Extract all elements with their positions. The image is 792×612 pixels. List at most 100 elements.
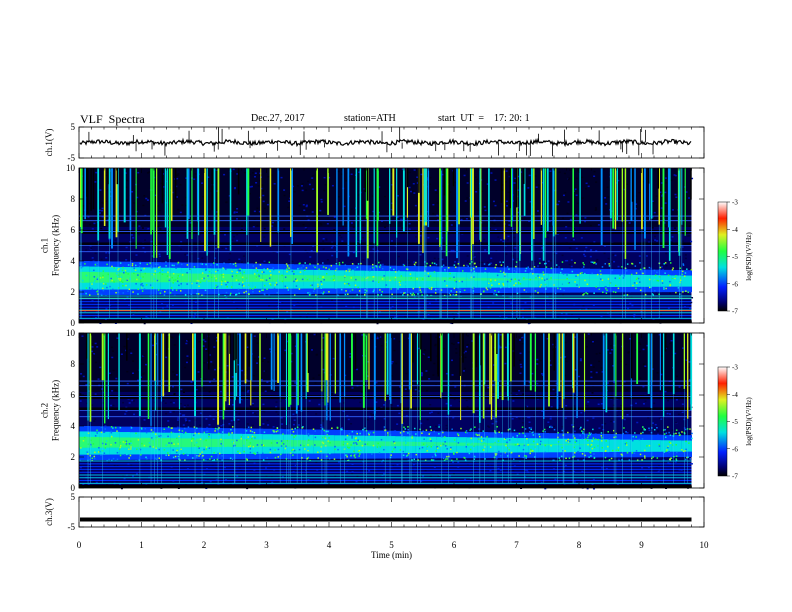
ch2-spectrogram-speckle — [508, 461, 511, 463]
ch2-spectrogram-band-speckle — [518, 455, 520, 457]
ch1-spectrogram-speckle — [595, 208, 598, 211]
ch2-spectrogram-speckle — [499, 334, 502, 336]
ch1-spectrogram-speckle — [576, 202, 579, 205]
ch1-spectrogram-band-speckle — [320, 287, 322, 289]
ch2-spectrogram-speckle — [251, 424, 254, 427]
ch1-spectrogram-speckle — [100, 227, 103, 230]
ch2-spectrogram-speckle — [393, 349, 396, 352]
ch1-spectrogram-speckle — [473, 266, 476, 268]
ch1-spectrogram-band-speckle — [165, 288, 168, 290]
ch1-spectrogram-band-speckle — [222, 276, 225, 278]
ch1-spectrogram-speckle — [125, 259, 128, 261]
ch2-spectrogram-speckle — [438, 424, 441, 426]
ch1-spectrogram-band-speckle — [143, 267, 145, 270]
ch2-spectrogram-band-core — [89, 437, 100, 448]
ch1-spectrogram-band-speckle — [239, 272, 242, 274]
ch2-spectrogram-band-speckle — [470, 437, 473, 440]
ch2-spectrogram-speckle — [586, 487, 589, 490]
ch1-spectrogram-band-speckle — [535, 277, 537, 279]
ch1-spectrogram-speckle — [94, 181, 97, 183]
ch1-spectrogram-band-speckle — [154, 263, 157, 265]
ch2-spectrogram-band-speckle — [172, 456, 175, 459]
ch1-spectrogram-band-speckle — [332, 278, 335, 281]
ch1-spectrogram-band-speckle — [316, 277, 319, 280]
ch1-spectrogram-band-speckle — [203, 283, 205, 286]
ch1-spectrogram-band-speckle — [600, 278, 602, 280]
ch2-spectrogram-speckle — [332, 357, 335, 360]
ch2-spectrogram-band-speckle — [314, 444, 316, 446]
ch1-spectrogram-band-speckle — [375, 265, 378, 268]
ch2-spectrogram-speckle — [372, 414, 375, 416]
ch2-spectrogram-speckle — [293, 419, 296, 421]
ch1-spectrogram-speckle — [330, 247, 333, 249]
ch1-spectrogram-speckle — [566, 259, 569, 262]
ch2-spectrogram-speckle — [421, 373, 424, 375]
ch2-spectrogram-speckle — [210, 361, 213, 363]
ch1-spectrogram-speckle — [594, 209, 597, 211]
ch1-spectrogram-band-speckle — [165, 261, 167, 263]
ch2-spectrogram-speckle — [185, 361, 188, 364]
ch2-spectrogram-speckle — [674, 352, 677, 355]
ch1-spectrogram-speckle — [306, 316, 309, 318]
ch2-spectrogram-band-speckle — [449, 448, 452, 450]
ch2-spectrogram-band-speckle — [157, 452, 160, 455]
ch2-spectrogram-speckle — [267, 424, 270, 426]
ch2-spectrogram-band-speckle — [343, 441, 345, 443]
ch2-spectrogram-speckle — [639, 377, 642, 379]
ch1-spectrogram-speckle — [345, 305, 348, 308]
ch2-spectrogram-speckle — [466, 346, 469, 348]
ch1-spectrogram-speckle — [107, 219, 110, 221]
ch1-waveform-ytick-label: -5 — [68, 153, 76, 163]
ch2-spectrogram-band-speckle — [574, 452, 576, 454]
ch1-spectrogram-band-speckle — [546, 278, 548, 280]
ch1-spectrogram-band-speckle — [435, 263, 438, 266]
ch1-spectrogram-speckle — [105, 308, 108, 310]
ch1-spectrogram-band-speckle — [366, 274, 368, 277]
ch2-spectrogram-speckle — [600, 367, 603, 369]
ch2-spectrogram-speckle — [685, 359, 688, 361]
ch2-spectrogram-band-speckle — [245, 439, 248, 441]
ch1-spectrogram-speckle — [535, 214, 538, 216]
ch2-spectrogram-band-speckle — [353, 454, 356, 457]
ch2-spectrogram-speckle — [253, 335, 256, 337]
ch1-spectrogram-speckle — [642, 267, 645, 270]
ch1-spectrogram-band-speckle — [171, 276, 174, 279]
ch1-spectrogram-band-speckle — [604, 286, 606, 288]
ch1-spectrogram-band-speckle — [596, 273, 599, 276]
ch1-spectrogram-band-speckle — [317, 283, 319, 286]
ch1-spectrogram-band-speckle — [201, 294, 203, 297]
ch2-spectrogram-band-speckle — [583, 459, 585, 461]
ch1-spectrogram-band-speckle — [418, 286, 421, 289]
ch2-spectrogram-band-speckle — [321, 428, 324, 430]
ch2-spectrogram-speckle — [644, 365, 647, 367]
ch2-spectrogram-band-speckle — [621, 455, 623, 457]
ch1-spectrogram-band-speckle — [494, 266, 497, 269]
ch2-spectrogram-speckle — [522, 393, 525, 395]
ch2-spectrogram-band-speckle — [489, 446, 492, 448]
ch1-spectrogram-speckle — [631, 304, 634, 307]
ch1-spectrogram-speckle — [492, 200, 495, 203]
ch2-spectrogram-speckle — [88, 361, 91, 363]
ch2-spectrogram-speckle — [371, 337, 374, 340]
ch2-spectrogram-band-speckle — [675, 443, 677, 446]
ch1-spectrogram-band-speckle — [534, 290, 537, 292]
ch2-spectrogram-speckle — [433, 459, 436, 461]
ch2-spectrogram-speckle — [620, 404, 623, 407]
ch1-spectrogram-band-speckle — [202, 278, 205, 281]
ch2-spectrogram-band-speckle — [650, 431, 653, 434]
ch2-spectrogram-band-speckle — [438, 426, 440, 428]
ch2-spectrogram-speckle — [420, 374, 423, 377]
ch2-spectrogram-speckle — [660, 379, 663, 381]
ch1-spectrogram-band-speckle — [220, 283, 223, 286]
ch1-spectrogram-speckle — [194, 301, 197, 303]
ch1-spectrogram-speckle — [488, 228, 491, 230]
ch2-spectrogram-speckle — [551, 348, 554, 351]
ch1-spectrogram-speckle — [619, 313, 622, 315]
ch1-spectrogram-band-speckle — [113, 281, 115, 283]
ch1-spectrogram-band-speckle — [409, 273, 412, 275]
ch1-spectrogram-speckle — [614, 254, 617, 257]
ch1-spectrogram-speckle — [660, 182, 663, 184]
ch2-spectrogram-speckle — [471, 340, 474, 342]
ch2-spectrogram-band-speckle — [573, 446, 575, 449]
ch2-spectrogram-speckle — [79, 378, 82, 380]
